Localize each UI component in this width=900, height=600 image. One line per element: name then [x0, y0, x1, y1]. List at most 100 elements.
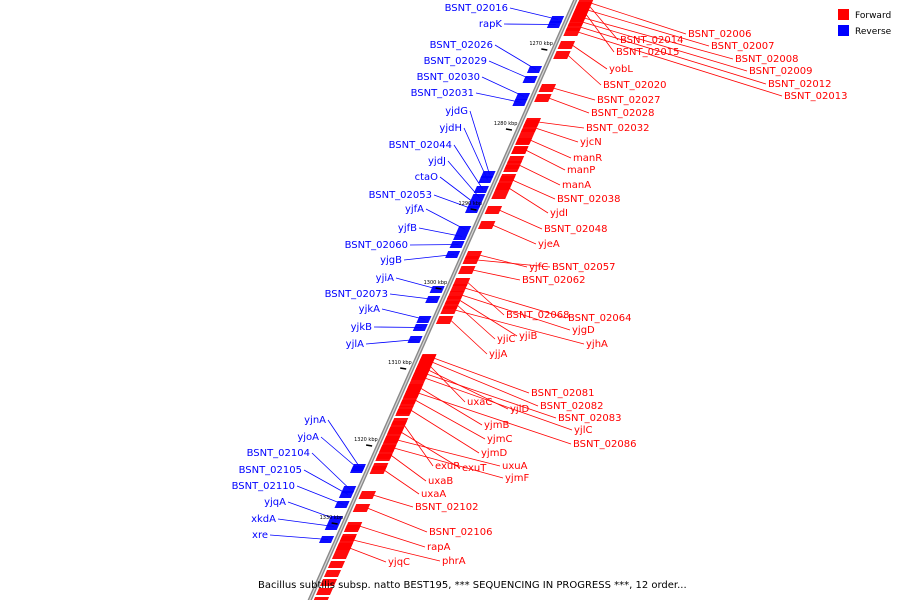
- yjla-leader: [365, 339, 417, 345]
- yjqc-leader: [349, 547, 387, 563]
- manr-label: manR: [573, 153, 602, 164]
- yjdj-leader: [447, 160, 480, 198]
- bsnt-02062-label: BSNT_02062: [522, 275, 585, 286]
- bsnt-02057-gene-block: [462, 256, 480, 264]
- bsnt-02102-gene-shape: [358, 491, 376, 499]
- tick-1320-kbp-mark: [365, 444, 373, 447]
- fill-a-156-gene-block: [507, 156, 525, 163]
- bsnt-02028-gene-block: [534, 94, 552, 102]
- uxac-leader: [429, 365, 466, 403]
- rapa-label: rapA: [427, 542, 451, 553]
- bsnt-02016-leader: [509, 7, 559, 20]
- tick-1310-kbp-label: 1310 kbp: [388, 360, 412, 366]
- yjgd-label: yjgD: [572, 325, 595, 336]
- bsnt-02008-leader: [583, 17, 734, 60]
- yjkb-label: yjkB: [351, 322, 372, 333]
- fill-c-588-gene-block: [315, 588, 334, 595]
- bsnt-02057-label: BSNT_02057: [552, 262, 615, 273]
- bsnt-02106-gene-block: [352, 504, 371, 512]
- fill-a-147-gene-shape: [511, 147, 529, 154]
- yjcn-leader: [535, 127, 579, 143]
- yjja-gene-block: [435, 316, 454, 324]
- yjfc-leader: [479, 254, 528, 268]
- uxac-label: uxaC: [467, 397, 492, 408]
- xre-leader: [269, 534, 329, 540]
- yjib-leader: [459, 299, 518, 337]
- bsnt-02044-gene-block: [473, 186, 489, 193]
- yjdj-label: yjdJ: [428, 156, 446, 167]
- bsnt-02086-leader: [417, 392, 572, 445]
- genome-backbone-highlight: [309, 0, 576, 600]
- mana-label: manA: [562, 180, 591, 191]
- bsnt-02020-gene-block: [553, 51, 571, 59]
- yjfa-label: yjfA: [405, 204, 424, 215]
- fill-b-391-gene-block: [403, 391, 421, 398]
- yobl-leader: [571, 44, 608, 70]
- rapk-label: rapK: [479, 19, 503, 30]
- bsnt-02106-leader: [367, 507, 428, 533]
- yjmf-leader: [393, 447, 504, 479]
- ctao-leader: [439, 176, 477, 205]
- yjia-leader: [395, 277, 439, 290]
- bsnt-02026-gene-shape: [526, 66, 543, 73]
- bsnt-02057-gene-shape: [462, 256, 480, 264]
- yjia-gene-block: [429, 286, 445, 293]
- yjmd-leader: [410, 409, 480, 454]
- yjmb-label: yjmB: [484, 420, 509, 431]
- bsnt-02081-label: BSNT_02081: [531, 388, 594, 399]
- yjld-label: yjlD: [510, 404, 529, 415]
- legend: Forward Reverse: [838, 9, 892, 37]
- tick-1280-kbp-mark: [505, 128, 513, 131]
- yjmc-leader: [414, 399, 486, 440]
- yjic-leader: [456, 304, 496, 340]
- fill-b-373-gene-shape: [411, 373, 429, 380]
- fill-b-436-gene-shape: [383, 436, 401, 443]
- fill-a-174-gene-block: [499, 174, 517, 181]
- yjib-label: yjiB: [519, 331, 537, 342]
- bsnt-02086-label: BSNT_02086: [573, 439, 636, 450]
- fill-c-579-gene-shape: [319, 579, 338, 586]
- bsnt-02081-leader: [433, 357, 530, 394]
- yjdh-gene-shape: [478, 176, 494, 183]
- fill-c-570-gene-shape: [323, 570, 342, 577]
- bsnt-02020-label: BSNT_02020: [603, 80, 666, 91]
- bsnt-02026-label: BSNT_02026: [430, 40, 493, 51]
- bsnt-02030-gene-shape: [514, 93, 531, 100]
- fill-b-436-gene-block: [383, 436, 401, 443]
- bsnt-02007-leader: [587, 9, 710, 47]
- bsnt-02082-label: BSNT_02082: [540, 401, 603, 412]
- yjmd-label: yjmD: [481, 448, 507, 459]
- fill-c-561-gene-shape: [327, 561, 346, 568]
- bsnt-02083-leader: [426, 373, 557, 419]
- fill-b-454-gene-block: [375, 454, 393, 461]
- yjmf-label: yjmF: [505, 473, 529, 484]
- bsnt-02027-gene-block: [538, 84, 557, 92]
- reverse-swatch: [838, 25, 849, 36]
- uxab-label: uxaB: [428, 476, 453, 487]
- bsnt-02064-gene-block: [450, 284, 468, 292]
- fill-c-561-gene-block: [327, 561, 346, 568]
- fill-b-418-gene-shape: [391, 418, 409, 425]
- fill-a-183-gene-block: [495, 183, 513, 190]
- bsnt-02062-leader: [472, 269, 521, 281]
- yjka-leader: [381, 308, 426, 320]
- bsnt-02013-leader: [577, 31, 783, 97]
- bsnt-02044-leader: [453, 144, 484, 190]
- tick-1330-kbp-mark: [331, 522, 338, 525]
- yjja-label: yjjA: [489, 349, 507, 360]
- bsnt-02073-leader: [389, 293, 435, 300]
- yjoa-gene-block: [349, 466, 366, 473]
- bsnt-02048-gene-block: [484, 206, 503, 214]
- yjcn-label: yjcN: [580, 137, 602, 148]
- bsnt-02106-gene-shape: [352, 504, 371, 512]
- rapk-leader: [503, 23, 556, 25]
- yjdg-leader: [469, 110, 490, 175]
- bsnt-02015-label: BSNT_02015: [616, 47, 679, 58]
- ctao-label: ctaO: [415, 172, 439, 183]
- fill-a-165-gene-block: [503, 165, 521, 172]
- fill-a-174-gene-shape: [499, 174, 517, 181]
- yjmc-label: yjmC: [487, 434, 512, 445]
- yjdi-leader: [508, 187, 549, 214]
- yjlc-leader: [424, 377, 573, 431]
- yjka-label: yjkA: [359, 304, 380, 315]
